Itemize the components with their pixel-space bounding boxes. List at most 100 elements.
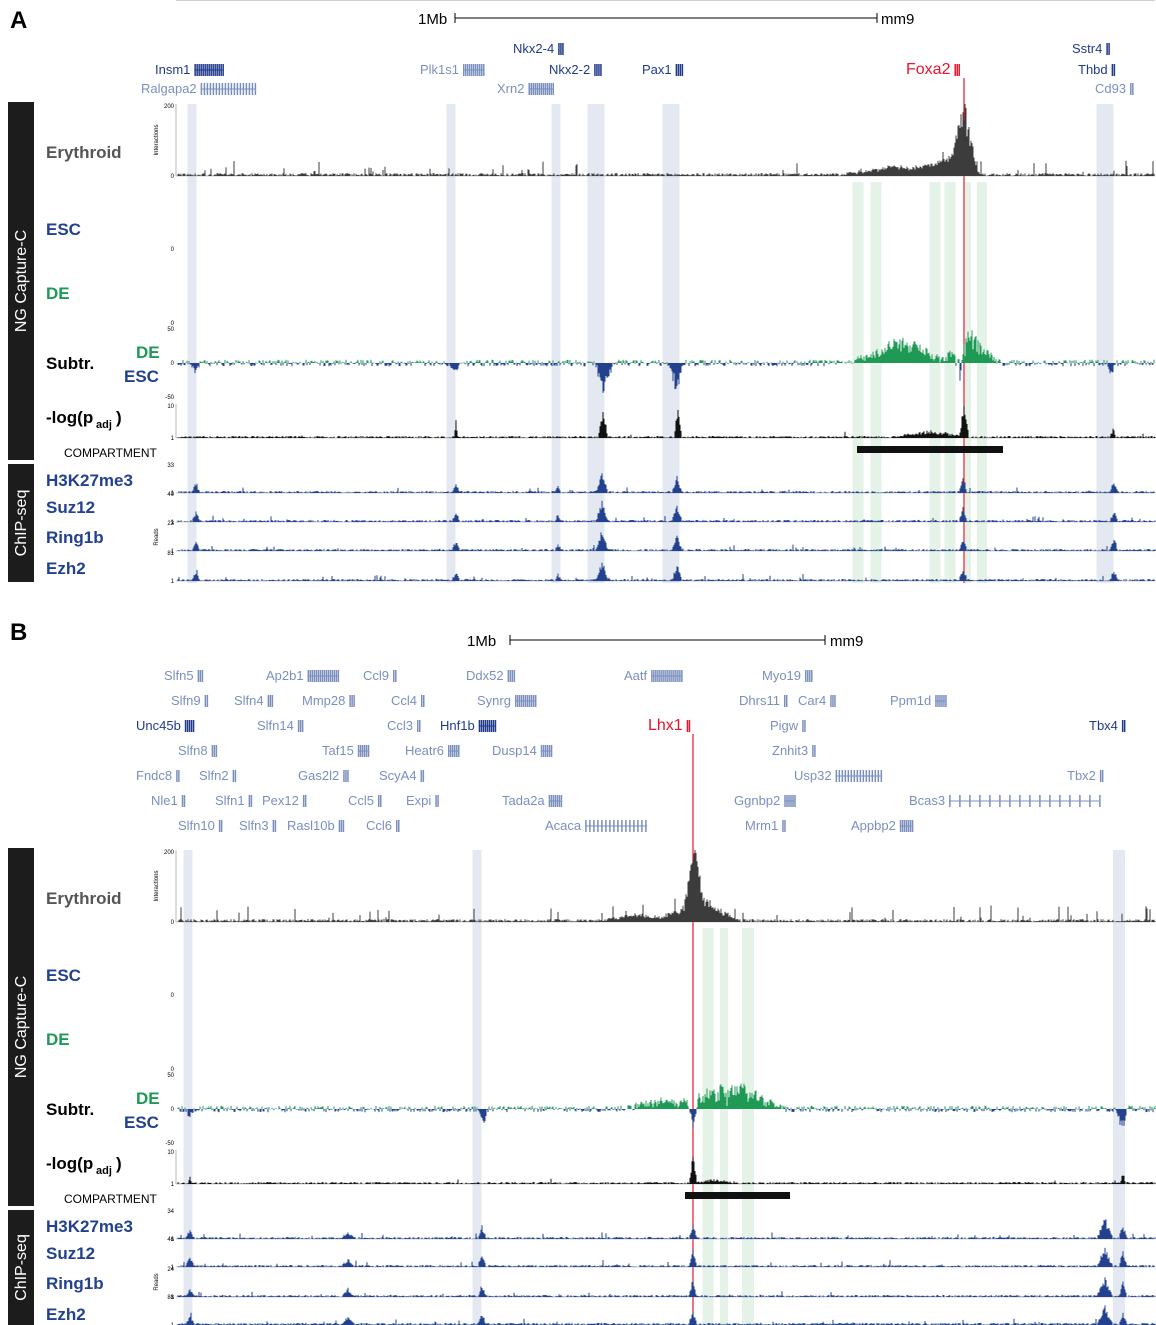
gene-model <box>782 820 786 832</box>
chip-max: 81 <box>167 551 174 557</box>
gene-label: Slfn9 <box>171 693 201 708</box>
panel-a: A 1Mb mm9 Insm1 Ralgapa2 Plk1s1 Nkx2-4 Nkx2-2 Xr… <box>0 0 1156 585</box>
de-axis-label: Interactions <box>0 0 16 2</box>
gene-model <box>448 745 460 757</box>
subtr-signal-esc <box>177 363 1156 393</box>
gene-label: Pax1 <box>642 62 672 77</box>
gene-label: Gas2l2 <box>298 768 339 783</box>
chip-min: 1 <box>171 520 175 526</box>
gene-model <box>528 83 554 95</box>
de-max: 200 <box>164 0 175 2</box>
esc-axis-label: Interactions <box>0 0 16 2</box>
row-label-chip: Ezh2 <box>46 1305 86 1324</box>
gene-label: Bcas3 <box>909 793 945 808</box>
row-label-de: DE <box>46 1030 70 1049</box>
gene-model <box>218 820 223 832</box>
gene-model <box>783 695 788 707</box>
chip-min: 1 <box>171 579 175 585</box>
gene-model <box>267 695 274 707</box>
padj-min: 1 <box>171 436 175 442</box>
chip-signal <box>177 1219 1156 1239</box>
panel-label: A <box>10 7 27 34</box>
row-label-esc: ESC <box>46 220 81 239</box>
gene-label: Expi <box>406 793 431 808</box>
gene-model <box>297 720 304 732</box>
interaction-band-green <box>977 182 987 583</box>
row-label-padj-close: ) <box>116 1154 122 1173</box>
chip-max: 34 <box>167 1209 174 1215</box>
erythroid-axis-label: Interactions <box>154 124 160 155</box>
de-min: 0 <box>171 321 175 327</box>
interaction-band-blue <box>446 104 456 583</box>
gene-model <box>899 820 914 832</box>
gene-label: Usp32 <box>794 768 832 783</box>
gene-model <box>935 695 947 707</box>
gene-model <box>1130 83 1134 95</box>
gene-model <box>540 745 553 757</box>
subtr-zero: 0 <box>171 361 175 367</box>
gene-model <box>1111 64 1116 76</box>
gene-model <box>830 695 836 707</box>
gene-label: Rasl10b <box>287 818 335 833</box>
chip-seq-sidebar <box>8 464 34 582</box>
gene-model <box>812 745 816 757</box>
gene-model <box>421 695 425 707</box>
gene-model <box>784 795 796 807</box>
gene-label: Ap2b1 <box>266 668 304 683</box>
gene-model <box>272 820 277 832</box>
gene-model <box>478 720 497 732</box>
gene-label: Mrm1 <box>745 818 778 833</box>
row-label-erythroid: Erythroid <box>46 889 122 908</box>
gene-label: Taf15 <box>322 743 354 758</box>
capture-c-sidebar <box>8 102 34 460</box>
chip-signal <box>177 473 1156 493</box>
gene-label: Mmp28 <box>302 693 345 708</box>
gene-model <box>675 64 684 76</box>
chip-min: 1 <box>171 1265 175 1271</box>
subtr-signal-de <box>177 1083 1156 1109</box>
scale-length: 1Mb <box>418 11 447 28</box>
gene-model <box>558 43 564 55</box>
padj-max: 10 <box>167 1150 174 1156</box>
esc-min: 0 <box>171 993 175 999</box>
gene-label: Myo19 <box>762 668 801 683</box>
gene-model <box>307 670 340 682</box>
gene-label: Heatr6 <box>405 743 444 758</box>
esc-axis-label: Interactions <box>0 0 16 2</box>
capture-c-sidebar <box>8 848 34 1206</box>
chip-min: 1 <box>171 491 175 497</box>
gene-label: Fndc8 <box>136 768 172 783</box>
gene-label: Nle1 <box>151 793 178 808</box>
gene-label: Ccl6 <box>366 818 392 833</box>
erythroid-axis-label: Interactions <box>154 870 160 901</box>
chip-signal <box>177 532 1156 551</box>
panel-label: B <box>10 619 27 646</box>
gene-label: Plk1s1 <box>420 62 459 77</box>
row-label-chip: Ezh2 <box>46 559 86 578</box>
gene-model <box>1099 770 1104 782</box>
row-label-de: DE <box>46 284 70 303</box>
gene-label: Dhrs11 <box>739 693 780 708</box>
gene-label: Slfn1 <box>215 793 245 808</box>
row-label-chip: H3K27me3 <box>46 471 133 490</box>
padj-signal <box>177 406 1156 438</box>
padj-signal <box>177 1156 1156 1184</box>
gene-model <box>338 820 345 832</box>
gene-model <box>1106 43 1110 55</box>
gene-label: Aatf <box>624 668 648 683</box>
interaction-band-green <box>720 928 728 1325</box>
gene-label: Slfn10 <box>178 818 215 833</box>
gene-label: Hnf1b <box>440 718 475 733</box>
capture-c-label: NG Capture-C <box>13 976 30 1078</box>
row-label-erythroid: Erythroid <box>46 143 122 162</box>
erythroid-signal <box>177 850 1156 922</box>
gene-model <box>176 770 180 782</box>
gene-label: Slfn2 <box>199 768 229 783</box>
row-label-padj: -log(p <box>46 1154 93 1173</box>
chip-max: 88 <box>167 1295 174 1301</box>
capture-c-label: NG Capture-C <box>13 230 30 332</box>
scale-length: 1Mb <box>467 633 496 650</box>
chip-signal <box>177 1305 1156 1325</box>
interaction-band-green <box>870 182 882 583</box>
chip-min: 1 <box>171 1323 175 1325</box>
